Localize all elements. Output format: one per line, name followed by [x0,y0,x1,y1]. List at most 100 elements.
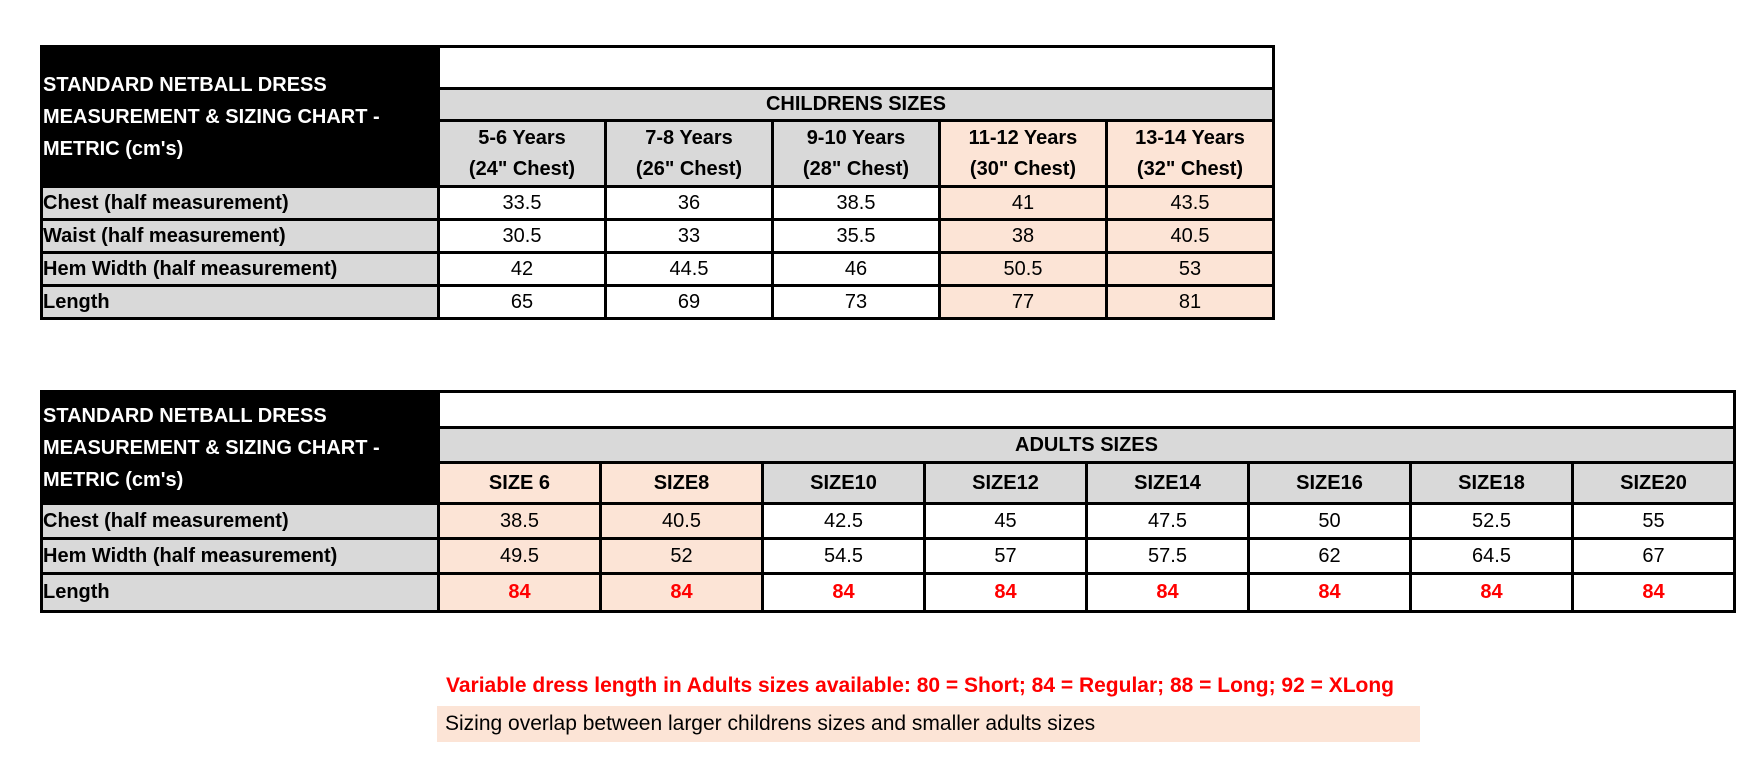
value-cell: 62 [1247,537,1412,575]
table-row: 5-6 Years (24" Chest) 7-8 Years (26" Che… [42,119,1275,188]
row-label: Length [40,284,440,320]
value-cell: 73 [771,284,941,320]
chest-label: (32" Chest) [1136,157,1244,180]
years-label: 9-10 Years [806,126,906,149]
sizing-overlap-note: Sizing overlap between larger childrens … [437,706,1420,742]
variable-length-note: Variable dress length in Adults sizes av… [446,674,1395,697]
value-cell: 84 [599,572,764,613]
years-label: 5-6 Years [478,126,566,149]
table-row-hem-width: Hem Width (half measurement) 42 44.5 46 … [40,251,1275,287]
adults-sizing-table: STANDARD NETBALL DRESS MEASUREMENT & SIZ… [40,390,1736,613]
childrens-table-title: STANDARD NETBALL DRESS MEASUREMENT & SIZ… [40,45,440,188]
table-row: ADULTS SIZES [42,426,1736,464]
column-header-13-14-years: 13-14 Years (32" Chest) [1105,119,1275,188]
value-cell: 33.5 [437,185,607,221]
table-row: SIZE 6 SIZE8 SIZE10 SIZE12 SIZE14 SIZE16… [42,461,1736,505]
value-cell: 44.5 [604,251,774,287]
column-header-size14: SIZE14 [1085,461,1250,505]
title-line: METRIC (cm's) [43,468,184,491]
value-cell: 84 [923,572,1088,613]
value-cell: 81 [1105,284,1275,320]
value-cell: 41 [938,185,1108,221]
table-row-waist: Waist (half measurement) 30.5 33 35.5 38… [40,218,1275,254]
value-cell: 33 [604,218,774,254]
column-header-11-12-years: 11-12 Years (30" Chest) [938,119,1108,188]
chest-label: (24" Chest) [468,157,576,180]
value-cell: 57 [923,537,1088,575]
value-cell: 55 [1571,502,1736,540]
value-cell: 65 [437,284,607,320]
value-cell: 69 [604,284,774,320]
value-cell: 77 [938,284,1108,320]
row-label: Waist (half measurement) [40,218,440,254]
title-line: METRIC (cm's) [43,137,184,160]
value-cell: 42 [437,251,607,287]
column-header-size12: SIZE12 [923,461,1088,505]
column-header-size8: SIZE8 [599,461,764,505]
value-cell: 38 [938,218,1108,254]
value-cell: 53 [1105,251,1275,287]
childrens-sizing-table: STANDARD NETBALL DRESS MEASUREMENT & SIZ… [40,45,1275,320]
title-line: STANDARD NETBALL DRESS [43,404,327,427]
adults-table-title: STANDARD NETBALL DRESS MEASUREMENT & SIZ… [40,390,440,505]
table-row-chest: Chest (half measurement) 38.5 40.5 42.5 … [40,502,1736,540]
value-cell: 40.5 [599,502,764,540]
adults-sizes-banner: ADULTS SIZES [437,426,1736,464]
years-label: 13-14 Years [1135,126,1245,149]
column-header-size20: SIZE20 [1571,461,1736,505]
row-label: Length [40,572,440,613]
row-label: Hem Width (half measurement) [40,537,440,575]
value-cell: 52 [599,537,764,575]
value-cell: 57.5 [1085,537,1250,575]
table-row: STANDARD NETBALL DRESS MEASUREMENT & SIZ… [40,390,1736,505]
chest-label: (28" Chest) [802,157,910,180]
value-cell: 84 [761,572,926,613]
value-cell: 50 [1247,502,1412,540]
value-cell: 42.5 [761,502,926,540]
value-cell: 67 [1571,537,1736,575]
value-cell: 35.5 [771,218,941,254]
years-label: 11-12 Years [968,126,1078,149]
value-cell: 38.5 [437,502,602,540]
column-header-5-6-years: 5-6 Years (24" Chest) [437,119,607,188]
value-cell: 46 [771,251,941,287]
title-line: MEASUREMENT & SIZING CHART - [43,105,380,128]
column-header-9-10-years: 9-10 Years (28" Chest) [771,119,941,188]
years-label: 7-8 Years [645,126,733,149]
column-header-7-8-years: 7-8 Years (26" Chest) [604,119,774,188]
chest-label: (30" Chest) [969,157,1077,180]
title-line: MEASUREMENT & SIZING CHART - [43,436,380,459]
value-cell: 84 [1409,572,1574,613]
table-row: CHILDRENS SIZES [42,87,1275,122]
row-label: Chest (half measurement) [40,185,440,221]
value-cell: 45 [923,502,1088,540]
value-cell: 43.5 [1105,185,1275,221]
table-row-length: Length 84 84 84 84 84 84 84 84 [40,572,1736,613]
value-cell: 84 [1571,572,1736,613]
spacer-cell [437,45,1275,90]
column-header-size6: SIZE 6 [437,461,602,505]
value-cell: 84 [1247,572,1412,613]
value-cell: 52.5 [1409,502,1574,540]
row-label: Hem Width (half measurement) [40,251,440,287]
table-row-length: Length 65 69 73 77 81 [40,284,1275,320]
column-header-size10: SIZE10 [761,461,926,505]
table-row-chest: Chest (half measurement) 33.5 36 38.5 41… [40,185,1275,221]
row-label: Chest (half measurement) [40,502,440,540]
title-line: STANDARD NETBALL DRESS [43,73,327,96]
column-header-size18: SIZE18 [1409,461,1574,505]
value-cell: 38.5 [771,185,941,221]
chest-label: (26" Chest) [635,157,743,180]
table-row: STANDARD NETBALL DRESS MEASUREMENT & SIZ… [40,45,1275,188]
spacer-cell [437,390,1736,429]
value-cell: 36 [604,185,774,221]
value-cell: 49.5 [437,537,602,575]
value-cell: 30.5 [437,218,607,254]
value-cell: 54.5 [761,537,926,575]
value-cell: 47.5 [1085,502,1250,540]
childrens-sizes-banner: CHILDRENS SIZES [437,87,1275,122]
value-cell: 64.5 [1409,537,1574,575]
table-row-hem-width: Hem Width (half measurement) 49.5 52 54.… [40,537,1736,575]
value-cell: 50.5 [938,251,1108,287]
value-cell: 84 [1085,572,1250,613]
